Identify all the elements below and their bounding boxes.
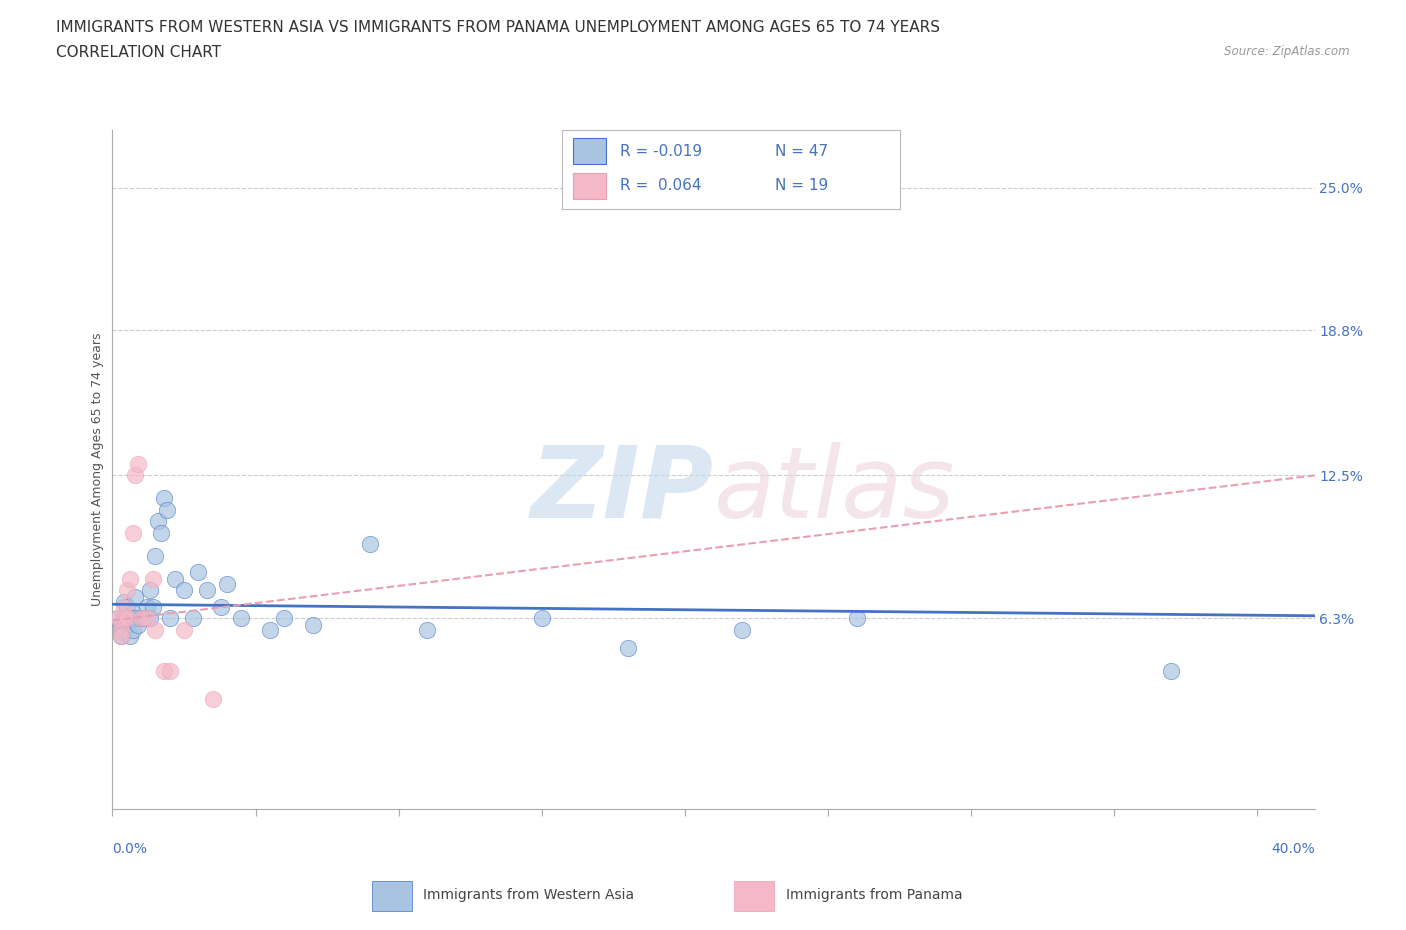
Point — [112, 611, 135, 626]
Text: Immigrants from Panama: Immigrants from Panama — [786, 888, 962, 902]
Point — [273, 611, 295, 626]
Text: 40.0%: 40.0% — [1271, 842, 1315, 856]
Point — [231, 611, 253, 626]
Point — [187, 565, 209, 579]
Point — [150, 525, 173, 540]
Point — [107, 611, 129, 626]
Text: IMMIGRANTS FROM WESTERN ASIA VS IMMIGRANTS FROM PANAMA UNEMPLOYMENT AMONG AGES 6: IMMIGRANTS FROM WESTERN ASIA VS IMMIGRAN… — [56, 20, 941, 35]
Point — [201, 691, 224, 706]
Point — [110, 618, 132, 632]
Point — [530, 611, 553, 626]
Point — [148, 514, 170, 529]
Point — [215, 576, 238, 591]
Point — [124, 590, 146, 604]
Point — [195, 583, 218, 598]
Point — [115, 611, 138, 626]
Bar — [572, 139, 606, 165]
Text: R =  0.064: R = 0.064 — [620, 179, 702, 193]
Point — [141, 599, 163, 614]
Point — [845, 611, 868, 626]
Point — [731, 622, 754, 637]
Point — [132, 611, 155, 626]
Point — [159, 664, 181, 679]
Point — [616, 641, 638, 656]
Text: R = -0.019: R = -0.019 — [620, 143, 702, 159]
Point — [118, 572, 141, 587]
Point — [138, 583, 160, 598]
Point — [209, 599, 232, 614]
Text: Source: ZipAtlas.com: Source: ZipAtlas.com — [1225, 45, 1350, 58]
Point — [129, 611, 152, 626]
Point — [112, 599, 135, 614]
Point — [127, 618, 149, 632]
Text: atlas: atlas — [713, 442, 955, 538]
Point — [110, 622, 132, 637]
Point — [153, 664, 176, 679]
Point — [121, 606, 143, 621]
Text: N = 47: N = 47 — [775, 143, 828, 159]
Point — [153, 491, 176, 506]
Point — [138, 611, 160, 626]
Point — [110, 629, 132, 644]
Point — [129, 611, 152, 626]
Point — [121, 525, 143, 540]
Bar — [734, 881, 773, 911]
Point — [145, 549, 167, 564]
Point — [359, 537, 381, 551]
Point — [112, 622, 135, 637]
Point — [110, 622, 132, 637]
Text: 0.0%: 0.0% — [112, 842, 148, 856]
Text: Immigrants from Western Asia: Immigrants from Western Asia — [423, 888, 634, 902]
Point — [1160, 664, 1182, 679]
Text: N = 19: N = 19 — [775, 179, 828, 193]
Point — [301, 618, 323, 632]
Point — [118, 611, 141, 626]
Point — [135, 599, 157, 614]
Point — [115, 583, 138, 598]
Point — [135, 611, 157, 626]
Point — [115, 618, 138, 632]
Point — [115, 599, 138, 614]
Text: CORRELATION CHART: CORRELATION CHART — [56, 45, 221, 60]
Y-axis label: Unemployment Among Ages 65 to 74 years: Unemployment Among Ages 65 to 74 years — [91, 333, 104, 606]
Point — [112, 611, 135, 626]
Bar — [572, 173, 606, 199]
Point — [127, 457, 149, 472]
Point — [112, 594, 135, 609]
Point — [416, 622, 439, 637]
Point — [173, 583, 195, 598]
Point — [124, 468, 146, 483]
Point — [159, 611, 181, 626]
Point — [141, 572, 163, 587]
Point — [173, 622, 195, 637]
Point — [121, 622, 143, 637]
Point — [124, 611, 146, 626]
Point — [165, 572, 187, 587]
Point — [107, 611, 129, 626]
Point — [110, 629, 132, 644]
Point — [259, 622, 281, 637]
Bar — [373, 881, 412, 911]
Text: ZIP: ZIP — [530, 442, 713, 538]
Point — [118, 629, 141, 644]
Point — [181, 611, 204, 626]
Point — [156, 502, 179, 517]
Point — [115, 611, 138, 626]
Point — [145, 622, 167, 637]
